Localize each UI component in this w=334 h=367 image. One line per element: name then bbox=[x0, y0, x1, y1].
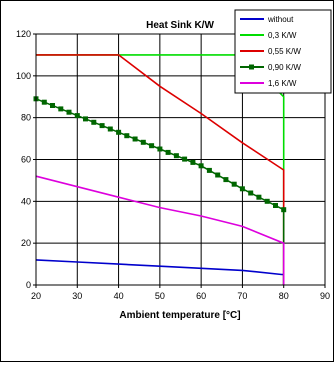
series-marker bbox=[190, 159, 196, 165]
series-marker bbox=[107, 126, 113, 132]
series-marker bbox=[264, 198, 270, 204]
series-marker bbox=[116, 129, 122, 135]
y-tick-label: 40 bbox=[21, 196, 31, 206]
series-marker bbox=[198, 163, 204, 169]
series-marker bbox=[124, 133, 130, 139]
series-marker bbox=[165, 149, 171, 155]
chart-title: Heat Sink K/W bbox=[146, 20, 214, 31]
series-marker bbox=[91, 119, 97, 125]
x-tick-label: 90 bbox=[320, 291, 330, 301]
x-tick-label: 80 bbox=[279, 291, 289, 301]
x-axis-title: Ambient temperature [°C] bbox=[119, 310, 240, 321]
y-tick-label: 100 bbox=[16, 71, 31, 81]
series-marker bbox=[157, 146, 163, 152]
series-marker bbox=[140, 139, 146, 145]
series-marker bbox=[223, 177, 229, 183]
legend-label-0: without bbox=[267, 15, 294, 24]
series-marker bbox=[58, 106, 64, 112]
y-tick-label: 60 bbox=[21, 155, 31, 165]
legend-label-2: 0,55 K/W bbox=[268, 47, 301, 56]
x-tick-label: 30 bbox=[72, 291, 82, 301]
series-marker bbox=[50, 103, 55, 108]
series-marker bbox=[41, 99, 47, 105]
y-tick-label: 120 bbox=[16, 29, 31, 39]
series-marker bbox=[149, 143, 155, 149]
legend-label-1: 0,3 K/W bbox=[268, 31, 297, 40]
series-marker bbox=[173, 153, 179, 159]
series-marker bbox=[239, 186, 245, 192]
x-tick-label: 40 bbox=[114, 291, 124, 301]
legend-marker bbox=[249, 64, 254, 70]
series-marker bbox=[248, 190, 254, 196]
series-marker bbox=[273, 203, 278, 208]
legend: without 0,3 K/W 0,55 K/W 0,90 K/W 1,6 K/W bbox=[234, 9, 332, 94]
series-marker bbox=[215, 172, 221, 178]
series-marker bbox=[182, 156, 188, 162]
y-tick-label: 80 bbox=[21, 113, 31, 123]
series-marker bbox=[83, 116, 88, 122]
y-tick-label: 0 bbox=[26, 280, 31, 290]
series-marker bbox=[74, 113, 80, 119]
series-line-2 bbox=[36, 54, 285, 285]
series-marker bbox=[206, 167, 212, 173]
x-tick-label: 60 bbox=[196, 291, 206, 301]
series-line-4 bbox=[35, 175, 285, 285]
legend-label-4: 1,6 K/W bbox=[268, 79, 297, 88]
series-marker bbox=[66, 109, 72, 115]
legend-label-3: 0,90 K/W bbox=[268, 63, 301, 72]
series-marker bbox=[132, 136, 138, 142]
x-tick-label: 50 bbox=[155, 291, 165, 301]
y-tick-label: 20 bbox=[21, 238, 31, 248]
series-marker bbox=[99, 123, 105, 129]
series-marker bbox=[256, 194, 262, 200]
x-tick-label: 20 bbox=[31, 291, 41, 301]
series-marker bbox=[281, 207, 287, 213]
x-tick-label: 70 bbox=[237, 291, 247, 301]
series-marker bbox=[231, 181, 237, 187]
series-group bbox=[33, 54, 287, 285]
